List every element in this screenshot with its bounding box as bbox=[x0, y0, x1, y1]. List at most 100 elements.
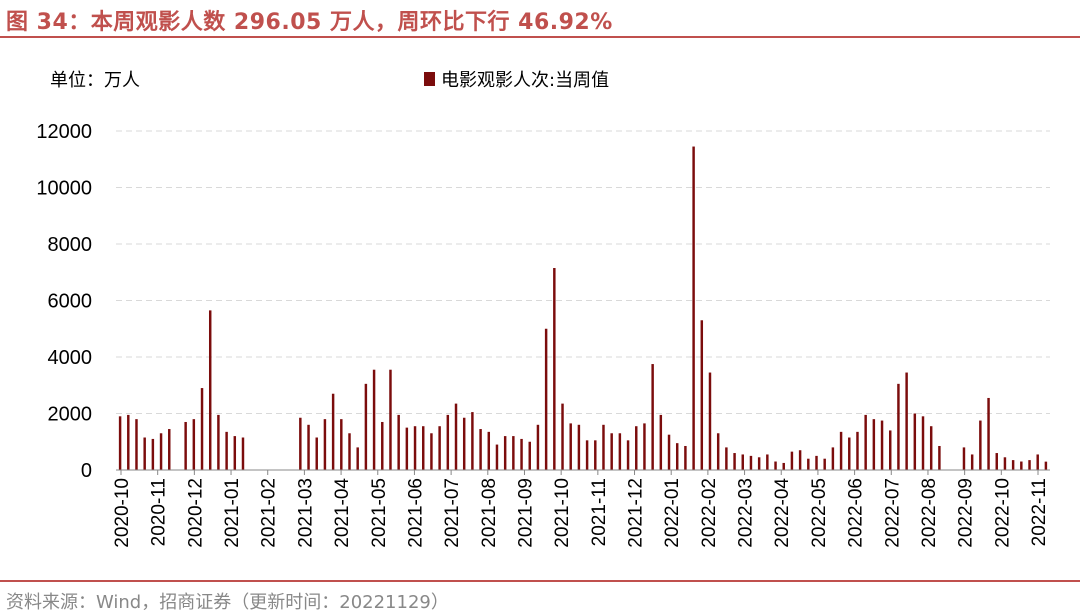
bar bbox=[585, 440, 589, 470]
bar bbox=[766, 454, 769, 470]
x-tick-label: 2022-10 bbox=[992, 478, 1013, 548]
legend-swatch bbox=[424, 72, 435, 86]
bar bbox=[610, 433, 613, 470]
bar bbox=[880, 420, 884, 470]
bar bbox=[651, 364, 654, 470]
x-tick-label: 2021-01 bbox=[222, 478, 243, 548]
bar bbox=[1044, 461, 1048, 470]
x-tick-label: 2020-11 bbox=[149, 478, 170, 546]
bar bbox=[184, 421, 187, 470]
x-tick-label: 2022-05 bbox=[809, 478, 830, 548]
bar bbox=[569, 423, 572, 470]
chart-legend: 电影观影人次:当周值 bbox=[424, 66, 609, 92]
bar bbox=[438, 426, 441, 470]
x-tick-label: 2021-12 bbox=[626, 478, 647, 548]
bar bbox=[692, 146, 695, 471]
bar bbox=[635, 426, 638, 470]
bar bbox=[626, 440, 630, 470]
x-tick-label: 2021-05 bbox=[369, 478, 390, 548]
bar bbox=[782, 462, 785, 470]
bar bbox=[643, 423, 646, 470]
bar bbox=[364, 383, 368, 470]
y-tick-label: 2000 bbox=[48, 404, 93, 426]
bar bbox=[405, 427, 409, 471]
bar bbox=[987, 397, 990, 470]
bar bbox=[217, 414, 220, 470]
y-tick-label: 0 bbox=[81, 460, 92, 482]
bar bbox=[503, 436, 507, 470]
bar bbox=[454, 403, 458, 470]
bar bbox=[168, 429, 171, 470]
bar bbox=[889, 430, 892, 470]
bar bbox=[1028, 460, 1031, 470]
bar bbox=[487, 431, 491, 470]
footer-divider bbox=[0, 580, 1080, 582]
x-tick-label: 2022-02 bbox=[699, 478, 720, 548]
x-tick-label: 2022-03 bbox=[736, 478, 757, 548]
bar bbox=[422, 426, 425, 470]
bar bbox=[536, 424, 540, 470]
unit-label: 单位：万人 bbox=[50, 70, 140, 91]
bar bbox=[225, 431, 228, 470]
bar bbox=[684, 445, 687, 470]
bar bbox=[831, 447, 835, 470]
bar bbox=[905, 372, 908, 470]
bar bbox=[962, 447, 966, 470]
x-tick-label: 2022-07 bbox=[882, 478, 903, 548]
bar bbox=[970, 454, 974, 470]
x-tick-label: 2021-10 bbox=[552, 478, 573, 548]
gridlines bbox=[116, 130, 1050, 414]
bar bbox=[675, 443, 679, 470]
x-tick-label: 2021-04 bbox=[332, 478, 353, 548]
x-tick-label: 2021-06 bbox=[405, 478, 426, 548]
bar bbox=[315, 437, 318, 470]
bar bbox=[118, 416, 122, 470]
bar bbox=[372, 369, 376, 470]
bar bbox=[774, 461, 777, 470]
bar bbox=[307, 424, 310, 470]
bar bbox=[143, 437, 146, 470]
legend-label: 电影观影人次:当周值 bbox=[441, 70, 610, 91]
bar bbox=[995, 453, 998, 470]
x-tick-label: 2021-07 bbox=[442, 478, 463, 548]
bar bbox=[618, 433, 622, 470]
bar bbox=[233, 436, 237, 470]
bar bbox=[1003, 457, 1007, 470]
bar bbox=[200, 388, 204, 470]
bar bbox=[323, 419, 327, 470]
x-tick-label: 2022-04 bbox=[772, 478, 793, 548]
bar bbox=[929, 426, 933, 470]
y-tick-label: 4000 bbox=[48, 347, 93, 369]
x-tick-label: 2021-08 bbox=[479, 478, 500, 548]
bar bbox=[897, 383, 900, 470]
bar bbox=[430, 433, 433, 470]
bar bbox=[413, 426, 417, 470]
bar bbox=[839, 431, 843, 470]
bar bbox=[602, 424, 605, 470]
bar bbox=[848, 437, 851, 470]
bar bbox=[356, 447, 359, 470]
x-tick-label: 2021-09 bbox=[515, 478, 536, 548]
bar bbox=[1036, 454, 1039, 470]
header-divider bbox=[0, 36, 1080, 38]
bar bbox=[921, 416, 925, 470]
y-tick-label: 10000 bbox=[36, 178, 92, 200]
bar bbox=[348, 433, 351, 470]
bar bbox=[659, 414, 663, 470]
x-tick-label: 2021-03 bbox=[295, 478, 316, 548]
figure-header: 图 34：本周观影人数 296.05 万人，周环比下行 46.92% bbox=[0, 0, 1080, 38]
bar bbox=[725, 447, 728, 470]
bar bbox=[856, 431, 859, 470]
bar bbox=[544, 328, 548, 470]
bar bbox=[594, 440, 597, 470]
bar bbox=[192, 419, 196, 470]
bar bbox=[389, 369, 392, 470]
y-axis-ticks: 0 2000 4000 6000 8000 10000 12000 bbox=[36, 121, 92, 482]
bar bbox=[757, 457, 761, 470]
x-tick-label: 2022-09 bbox=[956, 478, 977, 548]
bar bbox=[397, 414, 400, 470]
x-tick-label: 2021-02 bbox=[259, 478, 280, 548]
bar bbox=[938, 445, 941, 470]
bar bbox=[864, 414, 867, 470]
bar bbox=[807, 458, 810, 470]
